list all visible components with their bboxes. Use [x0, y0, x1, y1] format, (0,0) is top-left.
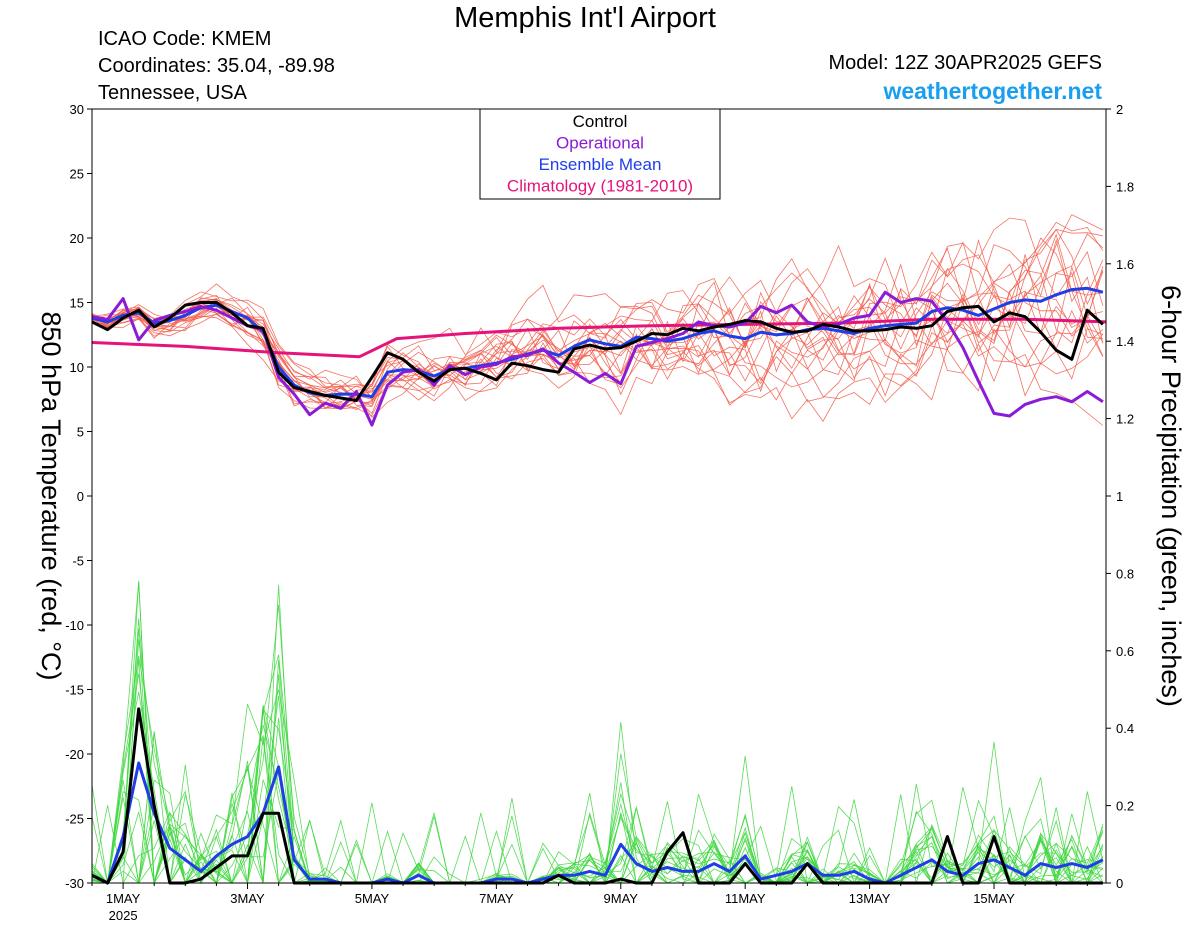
temp-member-line	[91, 254, 1104, 407]
precip-member-line	[91, 760, 1103, 885]
x-tick-label: 11MAY	[725, 891, 766, 906]
right-tick-label: 2	[1116, 102, 1123, 117]
left-tick-label: 10	[70, 360, 84, 375]
right-tick-label: 0	[1116, 876, 1123, 891]
site-name: weathertogether.net	[883, 78, 1102, 104]
coordinates: Coordinates: 35.04, -89.98	[98, 55, 335, 77]
legend-entry: Operational	[556, 134, 644, 153]
precip-member-line	[91, 659, 1104, 884]
precip-member-line	[91, 604, 1104, 884]
right-tick-label: 1.6	[1116, 257, 1134, 272]
right-tick-label: 0.6	[1116, 644, 1134, 659]
left-tick-label: -25	[65, 812, 84, 827]
x-tick-label: 3MAY	[230, 891, 265, 906]
x-tick-label: 13MAY	[849, 891, 891, 906]
legend-box	[479, 108, 721, 200]
precip-member-line	[91, 618, 1103, 885]
temp-climatology-1981-2010-line	[91, 317, 1107, 359]
chart-title: Memphis Int'l Airport	[454, 2, 716, 34]
left-tick-label: 0	[77, 489, 84, 504]
ensemble-temp-members	[91, 214, 1104, 426]
left-tick-label: 5	[77, 425, 84, 440]
x-tick-label: 1MAY	[106, 891, 141, 906]
right-tick-label: 0.2	[1116, 799, 1134, 814]
left-tick-label: -30	[65, 876, 84, 891]
left-tick-label: 30	[70, 102, 84, 117]
temp-member-line	[91, 217, 1103, 410]
x-year-label: 2025	[109, 908, 138, 923]
x-tick-label: 5MAY	[355, 891, 390, 906]
left-tick-label: 25	[70, 167, 84, 182]
temp-member-line	[91, 259, 1104, 419]
left-tick-label: 20	[70, 231, 84, 246]
temp-member-line	[91, 214, 1104, 398]
legend-entry: Control	[573, 112, 628, 131]
temp-member-line	[91, 293, 1104, 426]
right-tick-label: 0.8	[1116, 566, 1134, 581]
legend-entry: Climatology (1981-2010)	[507, 177, 693, 196]
precip-member-line	[91, 628, 1104, 885]
temp-ensemble-mean-line	[91, 286, 1104, 399]
left-axis-title: 850 hPa Temperature (red, °C)	[36, 312, 66, 681]
temp-control-line	[91, 301, 1104, 402]
x-tick-label: 9MAY	[604, 891, 639, 906]
right-tick-label: 1.2	[1116, 412, 1134, 427]
left-tick-label: -10	[65, 618, 84, 633]
right-tick-label: 1.8	[1116, 179, 1134, 194]
left-tick-label: -15	[65, 683, 84, 698]
temp-member-line	[91, 254, 1104, 407]
right-axis-title: 6-hour Precipitation (green, inches)	[1156, 285, 1186, 707]
left-tick-label: 15	[70, 296, 84, 311]
temp-member-line	[91, 266, 1104, 388]
right-tick-label: 1.4	[1116, 334, 1134, 349]
right-tick-label: 0.4	[1116, 721, 1134, 736]
series-layer	[91, 286, 1107, 885]
icao-code: ICAO Code: KMEM	[98, 28, 272, 50]
axes-layer: 302520151050-5-10-15-20-25-3021.81.61.41…	[36, 102, 1186, 923]
left-tick-label: -20	[65, 747, 84, 762]
left-tick-label: -5	[72, 554, 84, 569]
model-run: Model: 12Z 30APR2025 GEFS	[828, 52, 1102, 74]
plot-frame	[91, 108, 1107, 884]
right-tick-label: 1	[1116, 489, 1123, 504]
temp-member-line	[91, 241, 1104, 402]
legend: Control Operational Ensemble Mean Climatolo…	[479, 108, 721, 200]
x-tick-label: 7MAY	[479, 891, 514, 906]
x-tick-label: 15MAY	[973, 891, 1015, 906]
legend-entry: Ensemble Mean	[539, 155, 662, 174]
region: Tennessee, USA	[98, 82, 247, 104]
